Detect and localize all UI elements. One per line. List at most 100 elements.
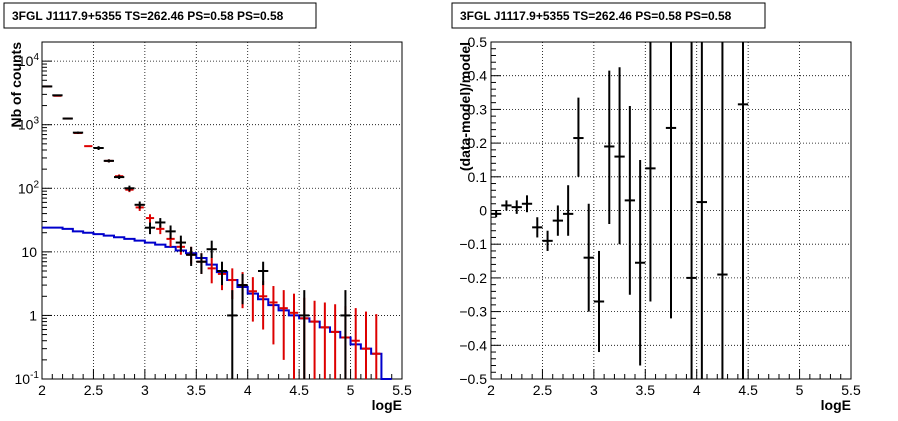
residual-point	[686, 42, 697, 379]
data-point	[340, 290, 351, 379]
spectrum-x-label: logE	[372, 397, 402, 413]
data-point	[124, 185, 135, 192]
x-tick-label: 5	[796, 382, 804, 398]
residual-point	[635, 159, 646, 366]
y-tick-label: 0.1	[468, 169, 488, 185]
x-tick-label: 3	[141, 382, 149, 398]
model-point	[145, 214, 155, 223]
data-point	[155, 218, 166, 228]
data-point	[216, 261, 228, 286]
spectrum-title-box	[3, 2, 317, 29]
x-tick-label: 4.5	[289, 382, 309, 398]
x-tick-label: 3.5	[187, 382, 207, 398]
residual-point	[491, 210, 502, 218]
data-point	[93, 146, 104, 151]
spectrum-panel: 3FGL J1117.9+5355 TS=262.46 PS=0.58 PS=0…	[3, 2, 412, 413]
y-tick-label: 10	[21, 244, 37, 260]
residual-point	[563, 185, 574, 236]
data-point	[206, 240, 217, 259]
data-point	[134, 201, 145, 209]
model-point	[269, 286, 278, 345]
x-tick-label: 4	[693, 382, 701, 398]
model-point	[248, 277, 257, 322]
y-tick-label: 0.4	[468, 68, 488, 84]
x-tick-label: 4.5	[738, 382, 758, 398]
spectrum-grid	[42, 42, 402, 379]
residual-y-label: (data-model)/model	[457, 42, 473, 171]
y-tick-label: 0	[479, 203, 487, 219]
spectrum-y-label: Nb of counts	[8, 42, 24, 128]
spectrum-x-ticks: 2 2.5 3 3.5 4 4.5 5 5.5	[38, 369, 412, 398]
residual-point	[501, 200, 512, 211]
model-point	[331, 304, 340, 379]
residual-point	[542, 230, 553, 251]
y-tick-label: −0.2	[459, 270, 487, 286]
residual-x-ticks: 2 2.5 3 3.5 4 4.5 5 5.5	[487, 369, 861, 398]
residual-point	[604, 70, 615, 224]
x-tick-label: 2.5	[84, 382, 104, 398]
model-point	[207, 258, 216, 284]
residual-point	[696, 42, 707, 379]
model-point	[372, 314, 381, 379]
y-tick-label: 104	[18, 52, 40, 69]
data-point	[114, 175, 125, 179]
y-tick-label: 0.3	[468, 101, 488, 117]
data-point	[52, 94, 63, 97]
residual-series	[491, 42, 749, 379]
y-tick-label: 0.5	[468, 34, 488, 50]
y-tick-label: 103	[18, 116, 40, 133]
y-tick-label: −0.1	[459, 236, 487, 252]
data-point	[237, 273, 248, 305]
x-tick-label: 4	[244, 382, 252, 398]
residual-panel: 3FGL J1117.9+5355 TS=262.46 PS=0.58 PS=0…	[451, 2, 861, 413]
background-step-line	[42, 226, 392, 380]
data-point	[258, 261, 269, 286]
data-point	[72, 131, 84, 134]
residual-point	[717, 42, 728, 379]
x-tick-label: 2	[38, 382, 46, 398]
data-point	[42, 85, 53, 88]
residual-x-label: logE	[821, 397, 851, 413]
y-tick-label: −0.4	[459, 337, 487, 353]
data-point	[62, 117, 73, 120]
y-tick-label: 102	[18, 179, 40, 196]
residual-point	[583, 203, 594, 312]
model-point	[351, 308, 360, 379]
residual-title-box	[451, 2, 766, 29]
residual-point	[614, 67, 625, 245]
model-point	[320, 302, 329, 379]
residual-point	[552, 205, 563, 236]
spectrum-title: 3FGL J1117.9+5355 TS=262.46 PS=0.58 PS=0…	[12, 9, 284, 23]
x-tick-label: 3	[590, 382, 598, 398]
y-tick-label: 10-1	[15, 370, 40, 387]
x-tick-label: 5.5	[392, 382, 412, 398]
x-tick-label: 3.5	[636, 382, 656, 398]
data-point	[175, 235, 186, 252]
data-counts-series	[42, 85, 351, 379]
data-point	[103, 159, 114, 163]
residual-point	[624, 106, 635, 295]
x-tick-label: 5.5	[841, 382, 861, 398]
y-tick-label: 1	[29, 307, 37, 323]
data-point	[196, 253, 207, 274]
model-point	[279, 290, 288, 360]
residual-point	[573, 97, 584, 177]
y-tick-label: 0.2	[468, 135, 488, 151]
data-point	[165, 225, 176, 239]
x-tick-label: 5	[347, 382, 355, 398]
residual-title: 3FGL J1117.9+5355 TS=262.46 PS=0.58 PS=0…	[460, 9, 732, 23]
residual-point	[532, 217, 543, 238]
residual-point	[521, 195, 533, 213]
model-point	[310, 300, 319, 379]
model-point	[361, 311, 371, 379]
data-point	[227, 290, 238, 379]
data-point	[144, 222, 156, 235]
model-point	[259, 280, 268, 330]
residual-y-ticks: −0.5 −0.4 −0.3 −0.2 −0.1 0 0.1 0.2 0.3 0.4 0.5	[459, 34, 501, 387]
y-tick-label: −0.3	[459, 304, 487, 320]
data-point	[186, 246, 197, 266]
residual-point	[737, 42, 749, 379]
residual-point	[593, 250, 605, 353]
data-point	[299, 290, 310, 379]
